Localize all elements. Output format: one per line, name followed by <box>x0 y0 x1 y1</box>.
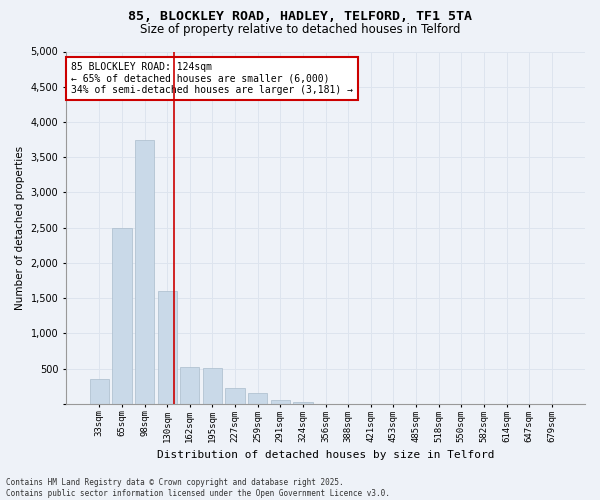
Bar <box>203 368 222 404</box>
Text: Size of property relative to detached houses in Telford: Size of property relative to detached ho… <box>140 22 460 36</box>
Bar <box>226 388 245 404</box>
Text: 85, BLOCKLEY ROAD, HADLEY, TELFORD, TF1 5TA: 85, BLOCKLEY ROAD, HADLEY, TELFORD, TF1 … <box>128 10 472 23</box>
X-axis label: Distribution of detached houses by size in Telford: Distribution of detached houses by size … <box>157 450 494 460</box>
Bar <box>112 228 131 404</box>
Y-axis label: Number of detached properties: Number of detached properties <box>15 146 25 310</box>
Bar <box>89 379 109 404</box>
Text: 85 BLOCKLEY ROAD: 124sqm
← 65% of detached houses are smaller (6,000)
34% of sem: 85 BLOCKLEY ROAD: 124sqm ← 65% of detach… <box>71 62 353 96</box>
Bar <box>135 140 154 404</box>
Bar <box>158 291 177 404</box>
Text: Contains HM Land Registry data © Crown copyright and database right 2025.
Contai: Contains HM Land Registry data © Crown c… <box>6 478 390 498</box>
Bar <box>180 367 199 404</box>
Bar <box>293 402 313 404</box>
Bar <box>248 394 267 404</box>
Bar <box>271 400 290 404</box>
